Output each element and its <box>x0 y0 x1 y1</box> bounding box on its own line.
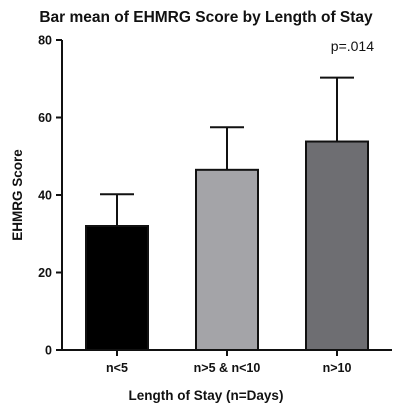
chart-title: Bar mean of EHMRG Score by Length of Sta… <box>39 9 373 26</box>
y-tick-label-80: 80 <box>38 34 52 48</box>
x-tick-label-2: n>5 & n<10 <box>194 361 261 375</box>
y-tick-label-0: 0 <box>45 344 52 358</box>
x-tick-label-3: n>10 <box>323 361 352 375</box>
p-value-annotation: p=.014 <box>331 38 374 54</box>
x-axis-label: Length of Stay (n=Days) <box>129 388 284 403</box>
plot-area: 0 20 40 60 80 n<5 n>5 & n<10 n>10 <box>38 34 392 375</box>
y-tick-label-40: 40 <box>38 189 52 203</box>
y-tick-label-60: 60 <box>38 111 52 125</box>
x-tick-label-1: n<5 <box>106 361 128 375</box>
bar-3 <box>305 140 369 351</box>
bar-1 <box>85 225 149 351</box>
y-tick-label-20: 20 <box>38 266 52 280</box>
y-axis-label: EHMRG Score <box>10 149 25 241</box>
bar-2 <box>195 168 259 351</box>
